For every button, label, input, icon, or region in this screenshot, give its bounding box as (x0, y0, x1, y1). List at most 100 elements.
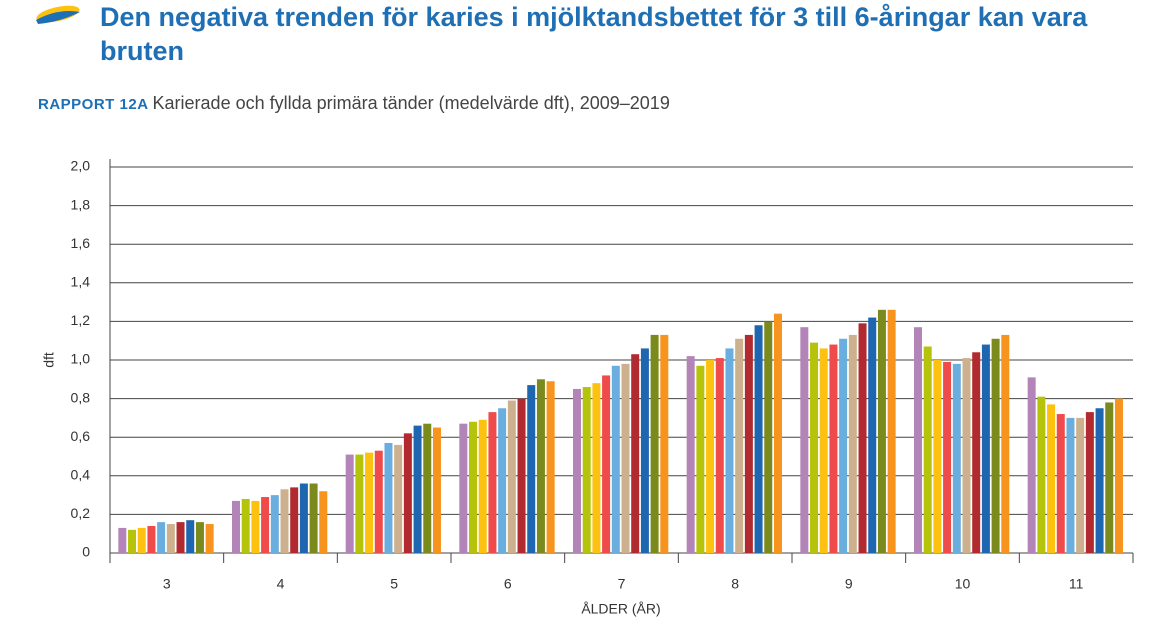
bar (394, 444, 403, 553)
bar (527, 385, 536, 553)
bar (478, 419, 487, 553)
y-tick-label: 1,6 (71, 235, 91, 251)
bar (1066, 417, 1075, 553)
bar (764, 321, 773, 553)
bar (280, 489, 289, 553)
bar (754, 325, 763, 553)
bar (631, 354, 640, 553)
bar (706, 360, 715, 553)
bar (914, 327, 922, 553)
bar (735, 338, 744, 553)
x-tick-label: 10 (955, 576, 971, 592)
bar (469, 421, 478, 553)
y-tick-label: 1,2 (71, 312, 91, 328)
bar (365, 452, 374, 553)
bar (819, 348, 828, 553)
y-tick-label: 0,6 (71, 428, 91, 444)
bar (715, 358, 724, 553)
x-axis-label: ÅLDER (ÅR) (581, 601, 660, 617)
bar (241, 498, 250, 553)
y-tick-label: 1,4 (71, 274, 91, 290)
bar (981, 344, 990, 553)
bar (232, 500, 240, 553)
bar (1114, 398, 1123, 553)
bar (186, 520, 195, 553)
bar (582, 387, 591, 553)
bar (309, 483, 318, 553)
bar (546, 381, 555, 553)
x-tick-label: 9 (845, 576, 853, 592)
subtitle-block: RAPPORT 12A Karierade och fyllda primära … (38, 93, 670, 114)
bar (345, 454, 354, 553)
bar (858, 323, 867, 553)
bar (1085, 412, 1094, 553)
bar (725, 348, 734, 553)
bar (432, 427, 441, 553)
bar (488, 412, 497, 553)
bar (1027, 377, 1036, 553)
bar (195, 522, 204, 553)
y-tick-label: 1,8 (71, 196, 91, 212)
bar (773, 313, 782, 553)
x-tick-label: 5 (390, 576, 398, 592)
bar (640, 348, 649, 553)
bar (157, 522, 166, 553)
y-tick-label: 0,8 (71, 389, 91, 405)
bar (923, 346, 932, 553)
bar (176, 522, 185, 553)
x-tick-label: 8 (731, 576, 739, 592)
bar (423, 423, 432, 553)
bar (251, 500, 260, 553)
report-label: RAPPORT 12A (38, 96, 149, 113)
bar (952, 363, 961, 553)
y-axis-label: dft (41, 352, 57, 368)
bar (137, 527, 146, 553)
bar (660, 334, 669, 553)
bar (810, 342, 819, 553)
bar (991, 338, 1000, 553)
y-tick-label: 2,0 (71, 158, 91, 174)
x-tick-label: 4 (277, 576, 285, 592)
bar (868, 317, 877, 553)
bar (848, 334, 857, 553)
bar (972, 352, 981, 553)
bar (602, 375, 611, 553)
bar (147, 525, 156, 553)
bar (829, 344, 838, 553)
bar (839, 338, 848, 553)
bar (1076, 417, 1085, 553)
y-tick-label: 0,4 (71, 467, 91, 483)
bar (536, 379, 545, 553)
x-tick-label: 6 (504, 576, 512, 592)
bar (459, 423, 468, 553)
bar (261, 497, 270, 553)
bar (943, 361, 952, 553)
bar (1095, 408, 1104, 553)
chart-title: Den negativa trenden för karies i mjölkt… (100, 2, 1088, 66)
bar (319, 491, 328, 553)
bar (270, 495, 279, 553)
logo (36, 5, 80, 24)
bar (933, 360, 942, 553)
bar (744, 334, 753, 553)
bar (611, 365, 620, 553)
bar (887, 309, 896, 553)
y-tick-label: 0,2 (71, 505, 91, 521)
bar (650, 334, 659, 553)
bar (498, 408, 507, 553)
y-tick-label: 1,0 (71, 351, 91, 367)
bar (205, 524, 214, 553)
bar (118, 527, 127, 553)
bar (621, 363, 630, 553)
bar (877, 309, 886, 553)
y-tick-label: 0 (82, 544, 90, 560)
x-tick-label: 7 (618, 576, 626, 592)
bar (128, 529, 137, 553)
x-tick-label: 11 (1069, 576, 1084, 592)
bar (592, 383, 601, 553)
bar (1056, 414, 1065, 553)
bar (166, 524, 175, 553)
bar (384, 442, 393, 553)
